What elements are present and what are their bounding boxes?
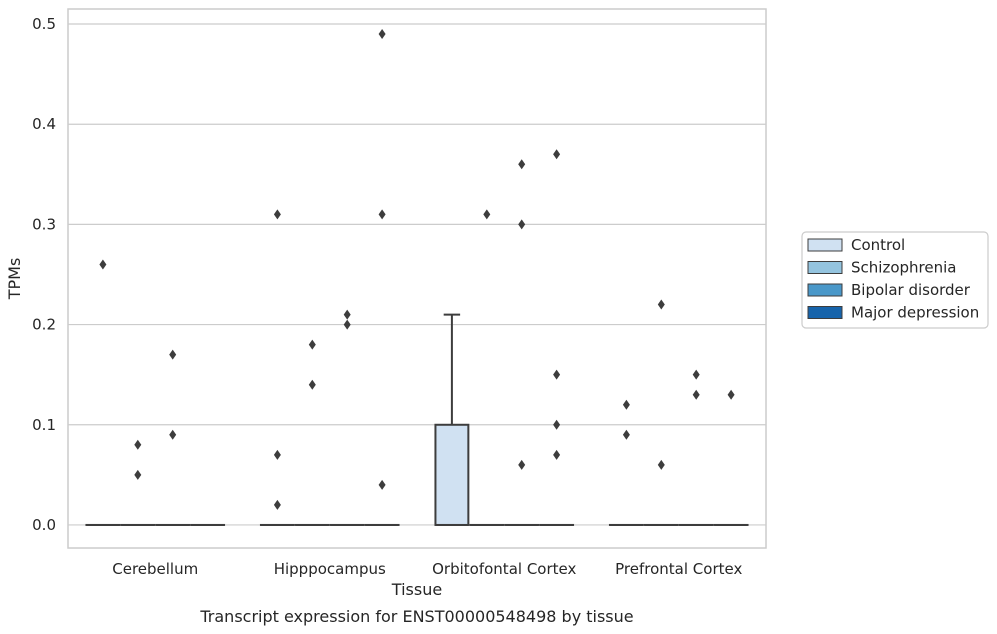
outlier-point <box>553 449 561 460</box>
y-tick-label: 0.5 <box>32 15 56 33</box>
box <box>434 423 470 526</box>
outlier-point <box>518 219 526 230</box>
grid-lines <box>68 23 766 526</box>
outlier-point <box>622 429 630 440</box>
outlier-point <box>134 439 142 450</box>
box-group <box>539 149 575 526</box>
x-tick-labels: Cerebellum Hipppocampus Orbitofontal Corte… <box>112 560 742 578</box>
box-group <box>329 309 365 526</box>
x-tick-label: Prefrontal Cortex <box>615 560 742 578</box>
outlier-point <box>273 499 281 510</box>
box-group <box>608 399 644 526</box>
x-axis-label: Tissue <box>391 580 442 599</box>
outlier-point <box>553 149 561 160</box>
chart-caption: Transcript expression for ENST0000054849… <box>199 607 633 626</box>
legend: Control Schizophrenia Bipolar disorder Majo… <box>801 231 989 329</box>
outlier-point <box>273 449 281 460</box>
legend-frame <box>801 231 989 329</box>
box-group <box>643 299 679 526</box>
outlier-point <box>343 319 351 330</box>
legend-swatch <box>807 261 843 274</box>
y-tick-label: 0.4 <box>32 115 56 133</box>
outlier-point <box>169 349 177 360</box>
outlier-point <box>378 479 386 490</box>
y-tick-label: 0.3 <box>32 215 56 233</box>
outlier-point <box>378 209 386 220</box>
y-axis-label: TPMs <box>5 258 24 301</box>
y-tick-label: 0.2 <box>32 316 56 334</box>
chart-marks <box>85 29 749 526</box>
y-tick-label: 0.0 <box>32 516 56 534</box>
outlier-point <box>553 369 561 380</box>
plot-area <box>67 8 767 549</box>
outlier-point <box>169 429 177 440</box>
legend-label: Major depression <box>851 304 979 322</box>
outlier-point <box>622 399 630 410</box>
outlier-point <box>692 389 700 400</box>
outlier-point <box>518 159 526 170</box>
outlier-point <box>99 259 107 270</box>
outlier-point <box>273 209 281 220</box>
legend-swatch <box>807 283 843 297</box>
outlier-point <box>692 369 700 380</box>
box-group <box>155 349 191 526</box>
y-tick-label: 0.1 <box>32 416 56 434</box>
legend-swatch <box>807 238 843 252</box>
x-tick-label: Hipppocampus <box>274 560 386 578</box>
outlier-point <box>657 299 665 310</box>
legend-swatch <box>807 306 843 319</box>
box-group <box>504 159 540 526</box>
outlier-point <box>657 459 665 470</box>
box-group <box>434 313 470 526</box>
box-group <box>469 209 505 526</box>
legend-label: Control <box>851 236 905 254</box>
box-group <box>678 369 714 526</box>
y-tick-labels: 0.0 0.1 0.2 0.3 0.4 0.5 <box>32 15 56 534</box>
box-group <box>259 209 295 526</box>
box-group <box>364 29 400 526</box>
box-group <box>85 259 121 526</box>
outlier-point <box>308 339 316 350</box>
outlier-point <box>378 29 386 40</box>
legend-label: Bipolar disorder <box>851 281 971 299</box>
box-group <box>120 439 156 526</box>
box-group <box>294 339 330 526</box>
outlier-point <box>553 419 561 430</box>
outlier-point <box>134 469 142 480</box>
outlier-point <box>308 379 316 390</box>
legend-label: Schizophrenia <box>851 259 956 277</box>
x-tick-label: Orbitofontal Cortex <box>432 560 576 578</box>
outlier-point <box>727 389 735 400</box>
box-group <box>713 389 749 526</box>
outlier-point <box>483 209 491 220</box>
outlier-point <box>518 459 526 470</box>
x-tick-label: Cerebellum <box>112 560 198 578</box>
outlier-point <box>343 309 351 320</box>
